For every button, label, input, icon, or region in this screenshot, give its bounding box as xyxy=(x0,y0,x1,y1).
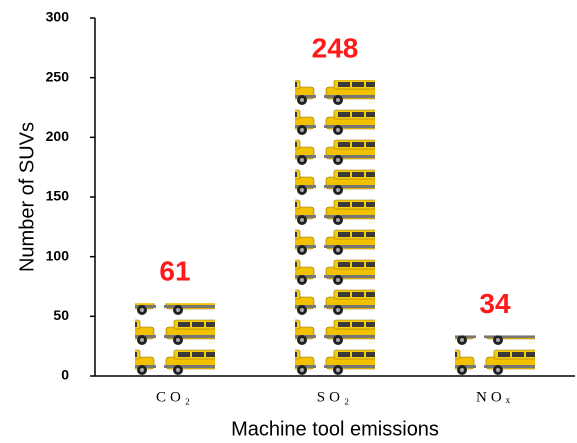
value-label: 34 xyxy=(479,288,511,319)
x-tick-label: NOₓ xyxy=(476,389,514,405)
value-label: 61 xyxy=(159,256,190,287)
y-tick-label: 200 xyxy=(46,128,70,144)
y-tick-label: 0 xyxy=(61,367,69,383)
value-label: 248 xyxy=(312,32,359,63)
chart: Number of SUVs Machine tool emissions 0 5… xyxy=(0,0,577,443)
x-axis-label: Machine tool emissions xyxy=(231,418,439,440)
x-tick-label: CO₂ xyxy=(156,389,194,405)
y-tick-label: 100 xyxy=(46,247,70,263)
bar xyxy=(135,303,215,376)
y-axis-label: Number of SUVs xyxy=(16,122,38,272)
y-tick-label: 300 xyxy=(46,9,70,25)
bar xyxy=(455,335,535,376)
y-tick-label: 50 xyxy=(53,307,69,323)
y-tick-label: 250 xyxy=(46,68,70,84)
bar xyxy=(295,80,375,376)
x-tick-label: SO₂ xyxy=(317,389,353,405)
y-tick-label: 150 xyxy=(46,188,70,204)
